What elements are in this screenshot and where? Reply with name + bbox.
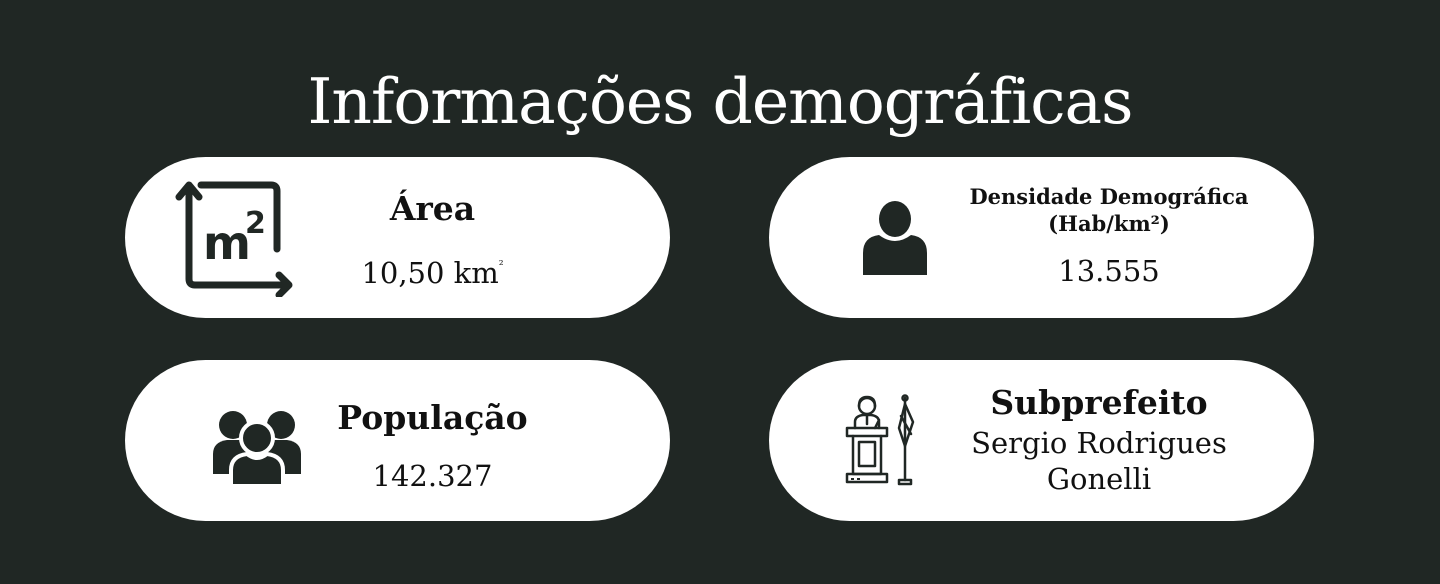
podium-speaker-icon: [843, 394, 915, 488]
subprefect-label: Subprefeito: [990, 383, 1208, 422]
area-text: Área 10,50 km²: [325, 187, 540, 293]
density-label: Densidade Demográfica (Hab/km²): [969, 184, 1249, 236]
svg-text:m: m: [203, 216, 251, 270]
subprefect-name: Sergio Rodrigues Gonelli: [971, 426, 1227, 496]
page-title: Informações demográficas: [307, 65, 1134, 138]
density-text: Densidade Demográfica (Hab/km²) 13.555: [959, 183, 1259, 291]
group-icon: [211, 408, 303, 488]
area-value: 10,50 km²: [361, 256, 504, 290]
population-text: População 142.327: [325, 396, 540, 496]
density-card: Densidade Demográfica (Hab/km²) 13.555: [769, 157, 1314, 318]
population-value: 142.327: [372, 459, 493, 493]
area-label: Área: [389, 189, 476, 228]
area-m2-icon: m 2: [175, 179, 293, 297]
area-card: m 2 Área 10,50 km²: [125, 157, 670, 318]
subprefect-text: Subprefeito Sergio Rodrigues Gonelli: [949, 381, 1249, 497]
subprefect-card: Subprefeito Sergio Rodrigues Gonelli: [769, 360, 1314, 521]
density-value: 13.555: [1058, 254, 1160, 288]
population-label: População: [337, 398, 528, 437]
svg-text:2: 2: [245, 206, 266, 241]
population-card: População 142.327: [125, 360, 670, 521]
person-icon: [863, 201, 927, 275]
